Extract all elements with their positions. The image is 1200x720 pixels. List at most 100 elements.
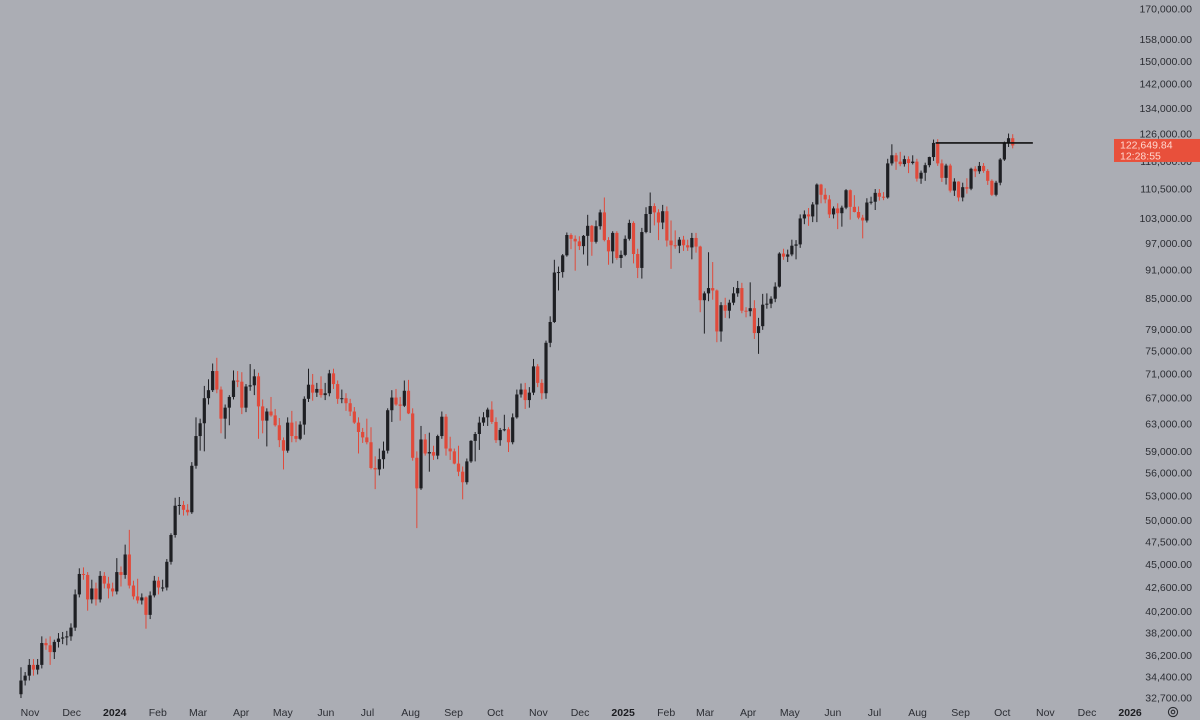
- time-tick-label: Oct: [994, 707, 1010, 719]
- candle-up: [427, 432, 431, 472]
- candle-body: [515, 394, 519, 418]
- candle-body: [952, 181, 956, 191]
- candle-up: [844, 189, 848, 210]
- gear-icon[interactable]: [1167, 706, 1179, 718]
- time-tick-label: Aug: [401, 707, 420, 719]
- candle-down: [694, 232, 698, 253]
- candle-body: [440, 416, 444, 437]
- price-tick-label: 56,000.00: [1145, 468, 1192, 480]
- candle-up: [611, 231, 615, 264]
- price-tick-label: 134,000.00: [1139, 103, 1192, 115]
- price-tick-label: 63,000.00: [1145, 418, 1192, 430]
- time-tick-label: Oct: [487, 707, 503, 719]
- candle-up: [327, 369, 331, 397]
- price-tick-label: 45,000.00: [1145, 559, 1192, 571]
- candle-body: [336, 384, 340, 399]
- candle-body: [994, 182, 998, 195]
- candle-body: [173, 505, 177, 535]
- candle-down: [973, 166, 977, 178]
- candle-down: [415, 451, 419, 529]
- candle-down: [986, 169, 990, 185]
- candle-down: [669, 220, 673, 269]
- candle-up: [486, 407, 490, 426]
- candle-body: [606, 240, 611, 252]
- candle-body: [798, 218, 802, 245]
- candle-body: [573, 238, 577, 242]
- price-tick-label: 38,200.00: [1145, 628, 1192, 640]
- candle-body: [248, 385, 252, 387]
- candle-body: [348, 403, 352, 412]
- price-tick-label: 85,000.00: [1145, 293, 1192, 305]
- candle-up: [531, 358, 536, 396]
- candle-up: [306, 368, 311, 402]
- candle-up: [802, 210, 806, 225]
- candle-body: [444, 416, 448, 449]
- candle-body: [786, 254, 790, 257]
- candle-up: [598, 209, 602, 230]
- candle-body: [365, 437, 369, 443]
- candle-down: [319, 376, 323, 398]
- candle-body: [519, 389, 523, 395]
- candle-body: [169, 534, 173, 562]
- candle-body: [981, 165, 986, 171]
- candle-down: [836, 203, 840, 230]
- candle-down: [119, 566, 123, 587]
- candle-body: [661, 211, 665, 223]
- candle-up: [477, 416, 481, 450]
- candle-body: [473, 434, 477, 441]
- candle-up: [702, 291, 706, 334]
- candle-body: [861, 217, 865, 221]
- candle-down: [848, 189, 852, 220]
- candle-body: [815, 184, 819, 205]
- candle-up: [223, 404, 227, 439]
- candle-down: [665, 206, 669, 247]
- candle-body: [636, 254, 640, 268]
- candle-up: [544, 340, 548, 399]
- time-tick-label: Nov: [1036, 707, 1055, 719]
- candle-up: [677, 237, 681, 254]
- candle-up: [1002, 141, 1006, 161]
- candle-body: [281, 440, 286, 451]
- candle-down: [827, 195, 831, 219]
- candle-body: [269, 411, 273, 416]
- time-tick-label: 2025: [611, 707, 635, 719]
- candle-down: [86, 572, 90, 611]
- candle-up: [873, 189, 877, 211]
- candle-body: [356, 422, 361, 432]
- candle-body: [727, 302, 731, 311]
- candle-up: [252, 369, 256, 396]
- candle-down: [894, 152, 898, 170]
- candle-body: [627, 222, 631, 239]
- time-axis[interactable]: Nov Dec 2024 Feb Mar Apr May Jun Jul Aug Sep Oct Nov…: [21, 707, 1142, 719]
- candle-down: [277, 418, 281, 448]
- candle-body: [944, 165, 948, 178]
- candle-down: [352, 407, 356, 424]
- candle-up: [148, 591, 152, 620]
- candle-up: [298, 421, 302, 441]
- candle-body: [906, 159, 911, 164]
- candle-down: [523, 382, 527, 409]
- candle-up: [811, 202, 815, 223]
- candle-body: [748, 308, 752, 312]
- candle-body: [565, 235, 569, 256]
- candle-body: [731, 293, 736, 303]
- time-tick-label: Jul: [361, 707, 374, 719]
- candle-body: [673, 245, 677, 247]
- candle-body: [411, 413, 415, 458]
- candle-body: [973, 168, 977, 172]
- candle-down: [356, 417, 361, 454]
- candle-body: [656, 212, 661, 223]
- candle-body: [294, 436, 298, 439]
- candle-down: [856, 206, 861, 220]
- price-tick-label: 40,200.00: [1145, 606, 1192, 618]
- candle-body: [198, 423, 202, 437]
- time-tick-label: Dec: [1078, 707, 1097, 719]
- candle-down: [256, 372, 261, 439]
- candle-up: [890, 144, 894, 166]
- candle-down: [431, 445, 436, 460]
- time-tick-label: 2026: [1118, 707, 1142, 719]
- candle-body: [227, 396, 231, 408]
- candle-down: [144, 596, 148, 629]
- candle-up: [927, 156, 931, 168]
